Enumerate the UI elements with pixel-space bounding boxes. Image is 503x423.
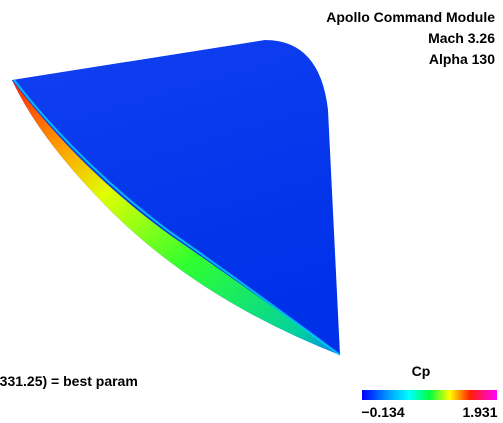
title-line: Mach 3.26 xyxy=(428,30,495,46)
colorbar xyxy=(362,390,497,400)
capsule xyxy=(12,40,341,356)
colorbar-min: −0.134 xyxy=(361,404,404,420)
colorbar-label: Cp xyxy=(412,363,431,379)
colorbar-max: 1.931 xyxy=(462,404,497,420)
title-line: Alpha 130 xyxy=(429,51,495,67)
title-line: Apollo Command Module xyxy=(326,9,495,25)
caption: (331.25) = best param xyxy=(0,373,138,389)
